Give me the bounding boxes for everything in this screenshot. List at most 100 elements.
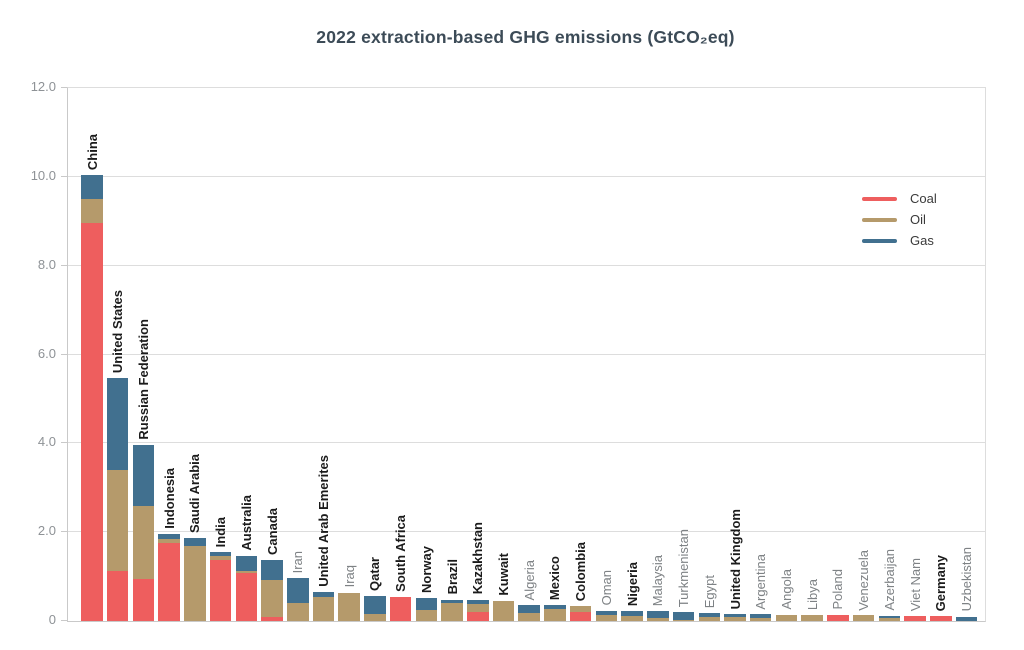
bar-norway xyxy=(415,597,438,621)
bar-algeria xyxy=(518,605,540,621)
bar-segment-united-arab-emerites-oil xyxy=(312,597,335,621)
category-label-norway: Norway xyxy=(418,545,434,593)
category-label-algeria: Algeria xyxy=(521,559,537,601)
bar-qatar xyxy=(364,596,386,621)
bar-kuwait xyxy=(492,601,515,621)
bar-segment-nigeria-gas xyxy=(621,610,643,616)
bar-saudi-arabia xyxy=(184,537,206,621)
category-label-angola: Angola xyxy=(778,569,794,610)
bar-segment-malaysia-oil xyxy=(647,617,669,621)
category-label-azerbaijan: Azerbaijan xyxy=(881,549,897,611)
bar-south-africa xyxy=(389,596,412,621)
y-tick-label: 12.0 xyxy=(30,79,56,94)
bar-segment-indonesia-oil xyxy=(158,538,180,543)
bar-libya xyxy=(801,614,823,621)
plot-area: China United States Russian Federation Indo… xyxy=(67,87,986,622)
bar-brazil xyxy=(441,599,463,621)
bar-segment-argentina-gas xyxy=(749,614,772,618)
category-label-poland: Poland xyxy=(830,569,846,610)
bar-segment-egypt-gas xyxy=(698,613,721,618)
category-label-india: India xyxy=(213,516,229,548)
bar-segment-kazakhstan-gas xyxy=(467,599,489,605)
bar-segment-iran-oil xyxy=(287,603,309,621)
y-tick-mark xyxy=(61,264,67,266)
bar-canada xyxy=(261,560,283,621)
category-label-kuwait: Kuwait xyxy=(496,553,512,597)
bar-segment-russian-federation-coal xyxy=(132,579,155,621)
category-label-uzbekistan: Uzbekistan xyxy=(958,547,974,612)
bar-iran xyxy=(287,577,309,621)
bar-australia xyxy=(235,555,258,621)
y-tick-mark xyxy=(61,442,67,444)
gridline-y-10 xyxy=(68,175,985,177)
gridline-y-2 xyxy=(68,531,985,533)
bar-segment-germany-coal xyxy=(930,616,952,621)
category-label-south-africa: South Africa xyxy=(393,514,409,592)
bar-segment-colombia-oil xyxy=(569,606,592,612)
bar-united-states xyxy=(106,378,129,621)
bar-oman xyxy=(595,610,618,621)
bar-segment-norway-gas xyxy=(415,597,438,611)
category-label-china: China xyxy=(84,133,100,170)
bar-segment-china-coal xyxy=(81,223,103,621)
legend: Coal Oil Gas xyxy=(862,188,937,251)
bar-segment-nigeria-oil xyxy=(621,615,643,621)
category-label-canada: Canada xyxy=(264,508,280,556)
y-tick-mark xyxy=(61,531,67,533)
bar-argentina xyxy=(749,614,772,621)
bar-segment-uzbekistan-gas xyxy=(955,616,978,621)
category-label-iraq: Iraq xyxy=(341,565,357,588)
bar-segment-canada-oil xyxy=(261,579,283,618)
bar-segment-iraq-oil xyxy=(338,592,360,621)
bar-segment-egypt-oil xyxy=(698,617,721,621)
bar-india xyxy=(209,552,232,621)
y-tick-label: 2.0 xyxy=(37,523,56,539)
bar-segment-kuwait-oil xyxy=(492,601,515,621)
bar-iraq xyxy=(338,592,360,621)
bar-segment-india-oil xyxy=(209,556,232,561)
category-label-libya: Libya xyxy=(804,578,820,610)
bar-segment-australia-gas xyxy=(235,555,258,572)
category-label-germany: Germany xyxy=(933,554,949,612)
bar-segment-brazil-gas xyxy=(441,599,463,603)
bar-united-kingdom xyxy=(724,613,746,621)
bar-segment-oman-gas xyxy=(595,610,618,616)
bar-segment-saudi-arabia-gas xyxy=(184,537,206,546)
bar-segment-norway-oil xyxy=(415,610,438,621)
y-tick-label: 10.0 xyxy=(30,167,56,183)
bar-segment-mexico-gas xyxy=(544,605,566,610)
bar-segment-turkmenistan-oil xyxy=(672,619,695,621)
bar-segment-russian-federation-oil xyxy=(132,505,155,580)
bar-poland xyxy=(827,614,849,621)
y-tick-label: 4.0 xyxy=(37,434,56,450)
category-label-united-arab-emerites: United Arab Emerites xyxy=(315,455,331,588)
category-label-nigeria: Nigeria xyxy=(624,561,640,606)
bar-segment-china-gas xyxy=(81,174,103,200)
chart-title: 2022 extraction-based GHG emissions (GtC… xyxy=(316,27,735,47)
bar-viet-nam xyxy=(904,616,926,621)
category-label-mexico: Mexico xyxy=(547,555,563,601)
bar-uzbekistan xyxy=(955,616,978,621)
bar-segment-iran-gas xyxy=(287,577,309,604)
bar-segment-angola-oil xyxy=(775,614,798,621)
category-label-colombia: Colombia xyxy=(573,542,589,602)
bar-segment-oman-oil xyxy=(595,615,618,621)
bar-segment-mexico-oil xyxy=(544,609,566,621)
bar-segment-indonesia-coal xyxy=(158,542,180,621)
bar-segment-south-africa-coal xyxy=(389,596,412,621)
bar-segment-azerbaijan-gas xyxy=(878,615,901,619)
bar-segment-qatar-oil xyxy=(364,613,386,621)
category-label-malaysia: Malaysia xyxy=(650,554,666,607)
bar-united-arab-emerites xyxy=(312,592,335,621)
bar-segment-united-states-oil xyxy=(106,470,129,571)
bar-segment-united-kingdom-oil xyxy=(724,617,746,621)
category-label-viet-nam: Viet Nam xyxy=(907,557,923,612)
category-label-united-states: United States xyxy=(110,289,126,374)
bar-segment-kazakhstan-coal xyxy=(467,611,489,621)
bar-segment-india-gas xyxy=(209,552,232,557)
bar-venezuela xyxy=(852,615,875,621)
bar-russian-federation xyxy=(132,445,155,621)
bar-segment-poland-coal xyxy=(827,614,849,621)
bar-segment-qatar-gas xyxy=(364,596,386,614)
